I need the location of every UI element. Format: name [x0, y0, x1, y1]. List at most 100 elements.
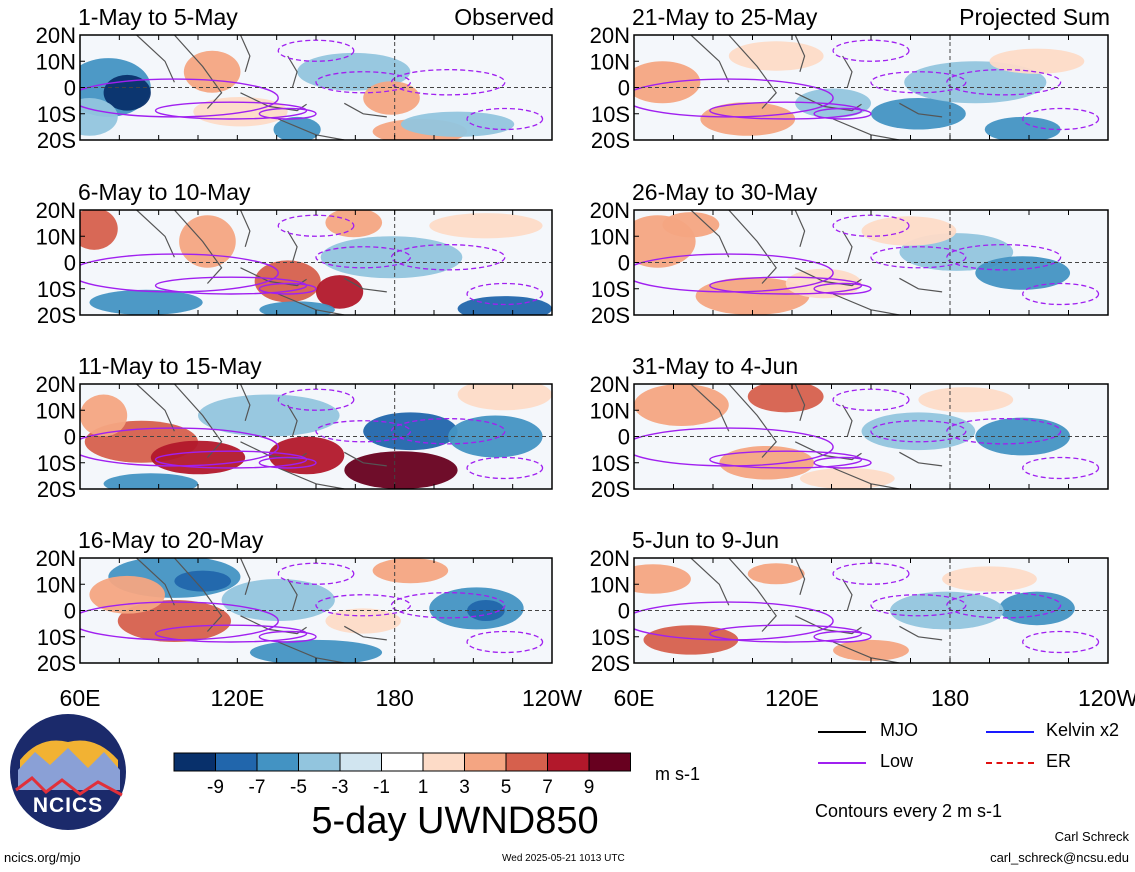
anomaly-patch	[174, 570, 232, 592]
contour-low-positive	[154, 450, 308, 469]
coastline	[239, 558, 251, 595]
y-tick-label: 20S	[37, 128, 76, 153]
anomaly-patch	[400, 111, 515, 137]
colorbar-tick-label: 1	[418, 777, 429, 798]
anomaly-patch	[197, 394, 340, 437]
contour-low-negative	[466, 107, 544, 131]
anomaly-patch	[344, 451, 458, 489]
y-tick-label: 20S	[37, 303, 76, 328]
anomaly-patch	[889, 591, 1004, 630]
contour-low-positive	[709, 624, 863, 643]
y-tick-label: 0	[64, 599, 76, 624]
anomaly-patch	[249, 639, 383, 663]
coastline	[690, 384, 730, 432]
colorbar-tick-label: -7	[249, 777, 266, 798]
legend-line-kelvin	[986, 731, 1034, 733]
contour-low-negative	[277, 39, 355, 62]
contour-low-positive	[709, 450, 863, 469]
contour-low-negative	[1022, 456, 1100, 480]
coastline	[239, 384, 251, 421]
contour-low-positive	[634, 253, 834, 293]
coastline	[344, 102, 387, 118]
coastline	[899, 102, 943, 118]
column-group-label: Projected Sum	[959, 4, 1110, 30]
contour-low-negative	[1022, 630, 1100, 654]
contour-low-negative	[832, 388, 910, 411]
author-name: Carl Schreck	[1054, 829, 1129, 844]
panel-title: 11-May to 15-May	[78, 353, 262, 379]
y-tick-label: 10N	[36, 572, 76, 597]
y-tick-label: 20S	[591, 477, 630, 502]
anomaly-patch	[861, 412, 976, 451]
contour-low-positive	[154, 101, 308, 120]
legend-label-mjo: MJO	[880, 720, 918, 740]
anomaly-patch	[984, 116, 1061, 140]
coastline	[842, 404, 853, 437]
y-tick-label: 10S	[37, 625, 76, 650]
anomaly-patch	[942, 566, 1037, 592]
anomaly-patch	[80, 210, 118, 250]
contour-low-positive	[813, 456, 872, 469]
y-tick-label: 10N	[36, 398, 76, 423]
coastline	[794, 35, 806, 72]
anomaly-patch	[918, 387, 1014, 413]
anomaly-patch	[457, 296, 552, 315]
anomaly-patch	[467, 600, 505, 621]
coastline	[287, 404, 298, 437]
contour-low-negative	[277, 562, 355, 585]
y-tick-label: 20N	[36, 198, 76, 223]
contour-low-negative	[832, 39, 910, 62]
colorbar-segment	[339, 752, 382, 772]
contour-low-negative	[1022, 282, 1100, 306]
contour-low-negative	[466, 456, 544, 480]
coastline	[690, 35, 730, 83]
anomaly-patch	[221, 579, 335, 621]
anomaly-patch	[643, 625, 739, 655]
contour-low-negative	[870, 246, 967, 269]
coastline	[344, 277, 387, 293]
colorbar-tick-label: 9	[584, 777, 595, 798]
colorbar-segment	[256, 752, 299, 772]
ncics-logo: NCICS	[10, 714, 126, 830]
contour-low-negative	[870, 420, 967, 443]
colorbar-segment	[298, 752, 341, 772]
anomaly-patch	[747, 563, 805, 585]
coastline	[277, 641, 345, 663]
x-tick-label: 60E	[60, 685, 101, 711]
coastline	[344, 625, 387, 641]
colorbar-segment	[505, 752, 548, 772]
y-tick-label: 0	[618, 599, 630, 624]
y-tick-label: 0	[64, 251, 76, 276]
colorbar-tick-label: 5	[501, 777, 512, 798]
coastline	[794, 558, 806, 595]
panel-title: 26-May to 30-May	[632, 179, 818, 205]
contour-low-positive	[709, 276, 863, 295]
contour-low-positive	[634, 78, 834, 118]
contour-low-positive	[258, 456, 317, 469]
anomaly-patch	[695, 277, 810, 315]
anomaly-patch	[634, 564, 691, 594]
contour-low-positive	[258, 107, 317, 120]
y-tick-label: 0	[618, 76, 630, 101]
anomaly-patch	[719, 445, 815, 480]
coastline	[344, 451, 387, 467]
legend-label-low: Low	[880, 751, 914, 771]
contour-low-positive	[813, 630, 872, 643]
contour-low-positive	[258, 630, 317, 643]
panel-title: 31-May to 4-Jun	[632, 353, 798, 379]
units-label: m s-1	[655, 764, 700, 784]
y-tick-label: 10S	[591, 102, 630, 127]
x-tick-label: 120W	[1078, 685, 1135, 711]
panel-title: 21-May to 25-May	[632, 4, 818, 30]
y-tick-label: 20S	[37, 651, 76, 676]
coastline	[277, 118, 345, 140]
legend-line-mjo	[818, 731, 866, 733]
colorbar-tick-label: -3	[332, 777, 349, 798]
colorbar-tick-label: -9	[207, 777, 224, 798]
contour-low-negative	[315, 594, 412, 617]
logo-text: NCICS	[33, 794, 103, 817]
contour-low-negative	[466, 282, 544, 306]
y-tick-label: 20N	[590, 23, 630, 48]
